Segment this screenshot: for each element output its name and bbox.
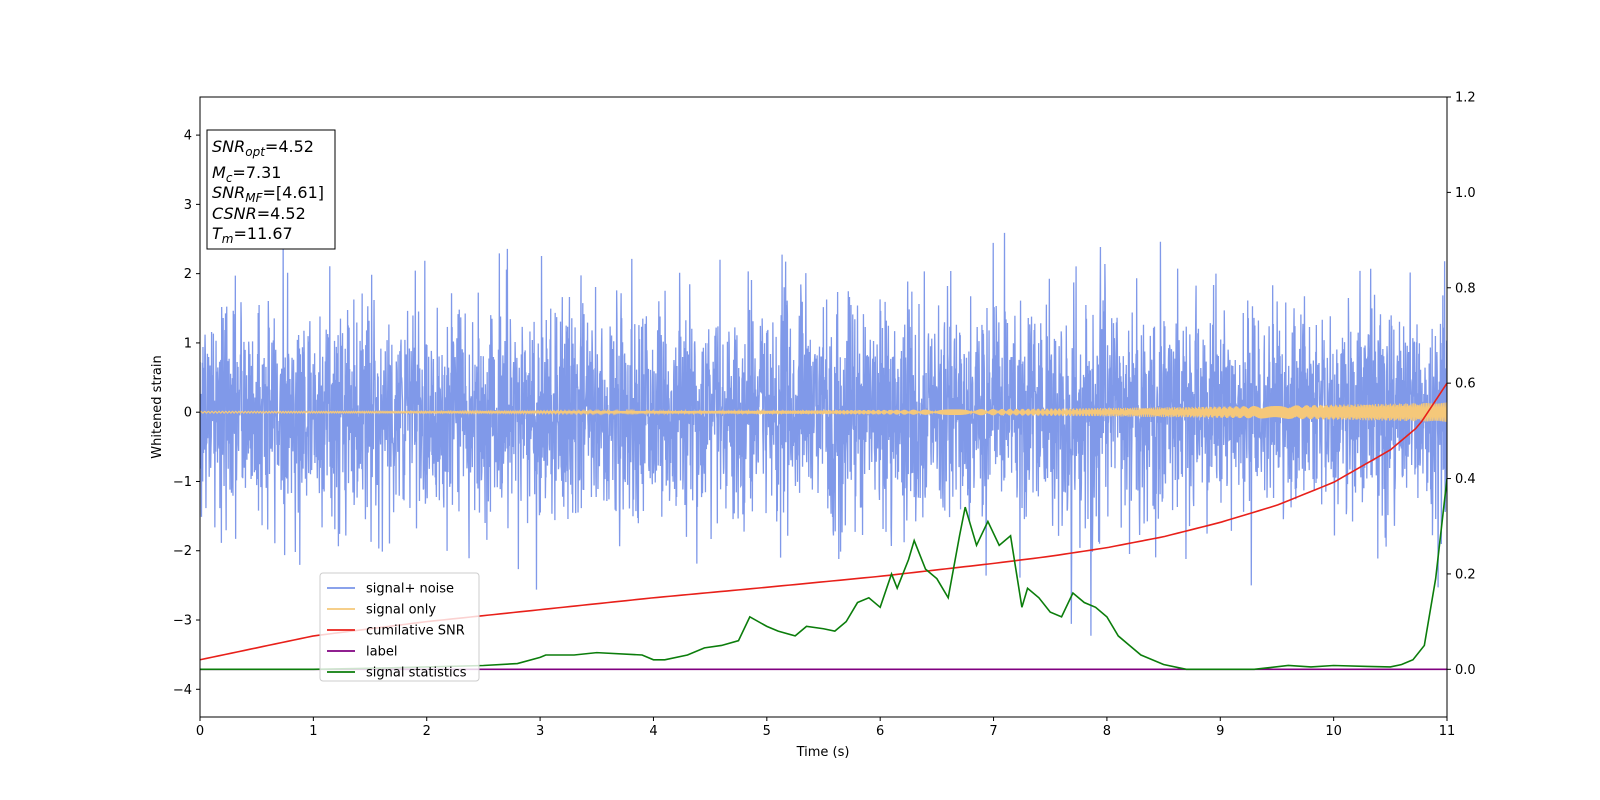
- x-tick-label: 9: [1216, 724, 1224, 739]
- info-tm-value: =11.67: [233, 224, 292, 243]
- legend-label: signal+ noise: [366, 582, 454, 597]
- legend-label: label: [366, 645, 397, 660]
- y-tick-label: −4: [173, 683, 192, 698]
- x-tick-label: 1: [309, 724, 317, 739]
- y2-tick-label: 1.0: [1455, 186, 1476, 201]
- y-axis-title: Whitened strain: [150, 355, 165, 458]
- y-tick-label: 4: [184, 129, 192, 144]
- y-axis-left: −4 −3 −2 −1 0 1 2 3 4: [173, 129, 200, 698]
- info-snr-mf-sub: MF: [245, 191, 263, 205]
- y-tick-label: 2: [184, 267, 192, 282]
- y2-tick-label: 0.4: [1455, 472, 1476, 487]
- y-tick-label: 0: [184, 406, 192, 421]
- info-tm-symbol: T: [212, 224, 223, 243]
- y-tick-label: −1: [173, 475, 192, 490]
- info-snr-opt-symbol: SNR: [212, 137, 245, 156]
- y-tick-label: 3: [184, 198, 192, 213]
- x-tick-label: 0: [196, 724, 204, 739]
- x-tick-label: 4: [649, 724, 657, 739]
- series-line-signal-noise: [200, 232, 1447, 636]
- x-tick-label: 7: [989, 724, 997, 739]
- info-mc-value: =7.31: [232, 163, 281, 182]
- y2-tick-label: 0.6: [1455, 377, 1476, 392]
- info-snr-opt: SNRopt=4.52: [212, 137, 314, 159]
- series-line-signal-statistics: [200, 478, 1447, 671]
- y-tick-label: −3: [173, 614, 192, 629]
- info-snr-mf: SNRMF=[4.61]: [212, 183, 324, 205]
- info-csnr: CSNR=4.52: [212, 204, 306, 223]
- legend-label: signal statistics: [366, 666, 467, 681]
- x-tick-label: 8: [1103, 724, 1111, 739]
- plot-frame: [199, 96, 1448, 718]
- info-csnr-symbol: CSNR: [212, 204, 257, 223]
- info-mc-sub: c: [226, 171, 233, 185]
- info-box: SNRopt=4.52 Mc=7.31 SNRMF=[4.61] CSNR=4.…: [206, 129, 336, 250]
- info-snr-opt-value: =4.52: [265, 137, 314, 156]
- info-snr-opt-sub: opt: [245, 145, 266, 159]
- y2-tick-label: 0.0: [1455, 663, 1476, 678]
- legend-label: cumilative SNR: [366, 624, 465, 639]
- info-mc: Mc=7.31: [212, 163, 281, 185]
- info-mc-symbol: M: [212, 163, 226, 182]
- legend-frame: [319, 572, 480, 682]
- info-tm: Tm=11.67: [212, 224, 293, 246]
- x-axis: 0 1 2 3 4 5 6 7 8 9 10 11: [196, 717, 1455, 739]
- y2-tick-label: 0.2: [1455, 567, 1476, 582]
- info-csnr-value: =4.52: [257, 204, 306, 223]
- info-tm-sub: m: [222, 232, 234, 246]
- legend-label: signal only: [366, 603, 436, 618]
- x-tick-label: 6: [876, 724, 884, 739]
- x-tick-label: 2: [423, 724, 431, 739]
- y-tick-label: −2: [173, 544, 192, 559]
- info-snr-mf-symbol: SNR: [212, 183, 245, 202]
- y-tick-label: 1: [184, 336, 192, 351]
- x-tick-label: 5: [763, 724, 771, 739]
- info-box-frame: [206, 129, 336, 250]
- y-axis-right: 0.0 0.2 0.4 0.6 0.8 1.0 1.2: [1447, 91, 1476, 678]
- x-tick-label: 3: [536, 724, 544, 739]
- info-snr-mf-value: =[4.61]: [263, 183, 325, 202]
- y2-tick-label: 0.8: [1455, 281, 1476, 296]
- x-tick-label: 10: [1325, 724, 1342, 739]
- y2-tick-label: 1.2: [1455, 91, 1476, 106]
- x-tick-label: 11: [1439, 724, 1456, 739]
- legend: signal+ noise signal only cumilative SNR la…: [319, 572, 480, 682]
- x-axis-title: Time (s): [796, 745, 850, 760]
- series-line-signal-only: [200, 402, 1447, 422]
